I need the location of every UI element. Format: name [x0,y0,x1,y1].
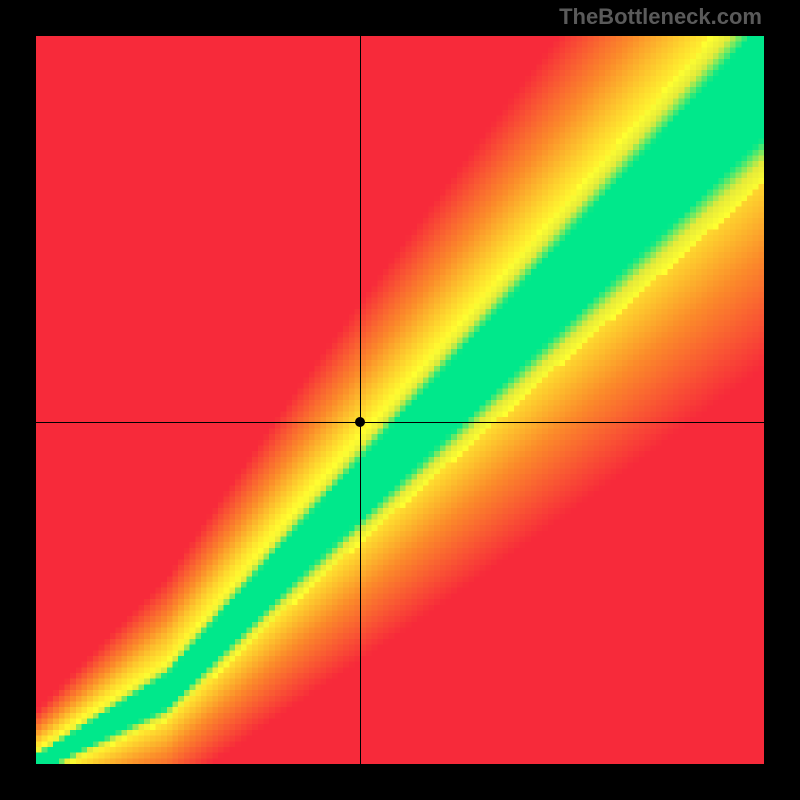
watermark-text: TheBottleneck.com [559,4,762,30]
crosshair-vertical [360,36,361,764]
plot-area [36,36,764,764]
chart-container: TheBottleneck.com [0,0,800,800]
marker-dot [355,417,365,427]
crosshair-horizontal [36,422,764,423]
heatmap-canvas [36,36,764,764]
